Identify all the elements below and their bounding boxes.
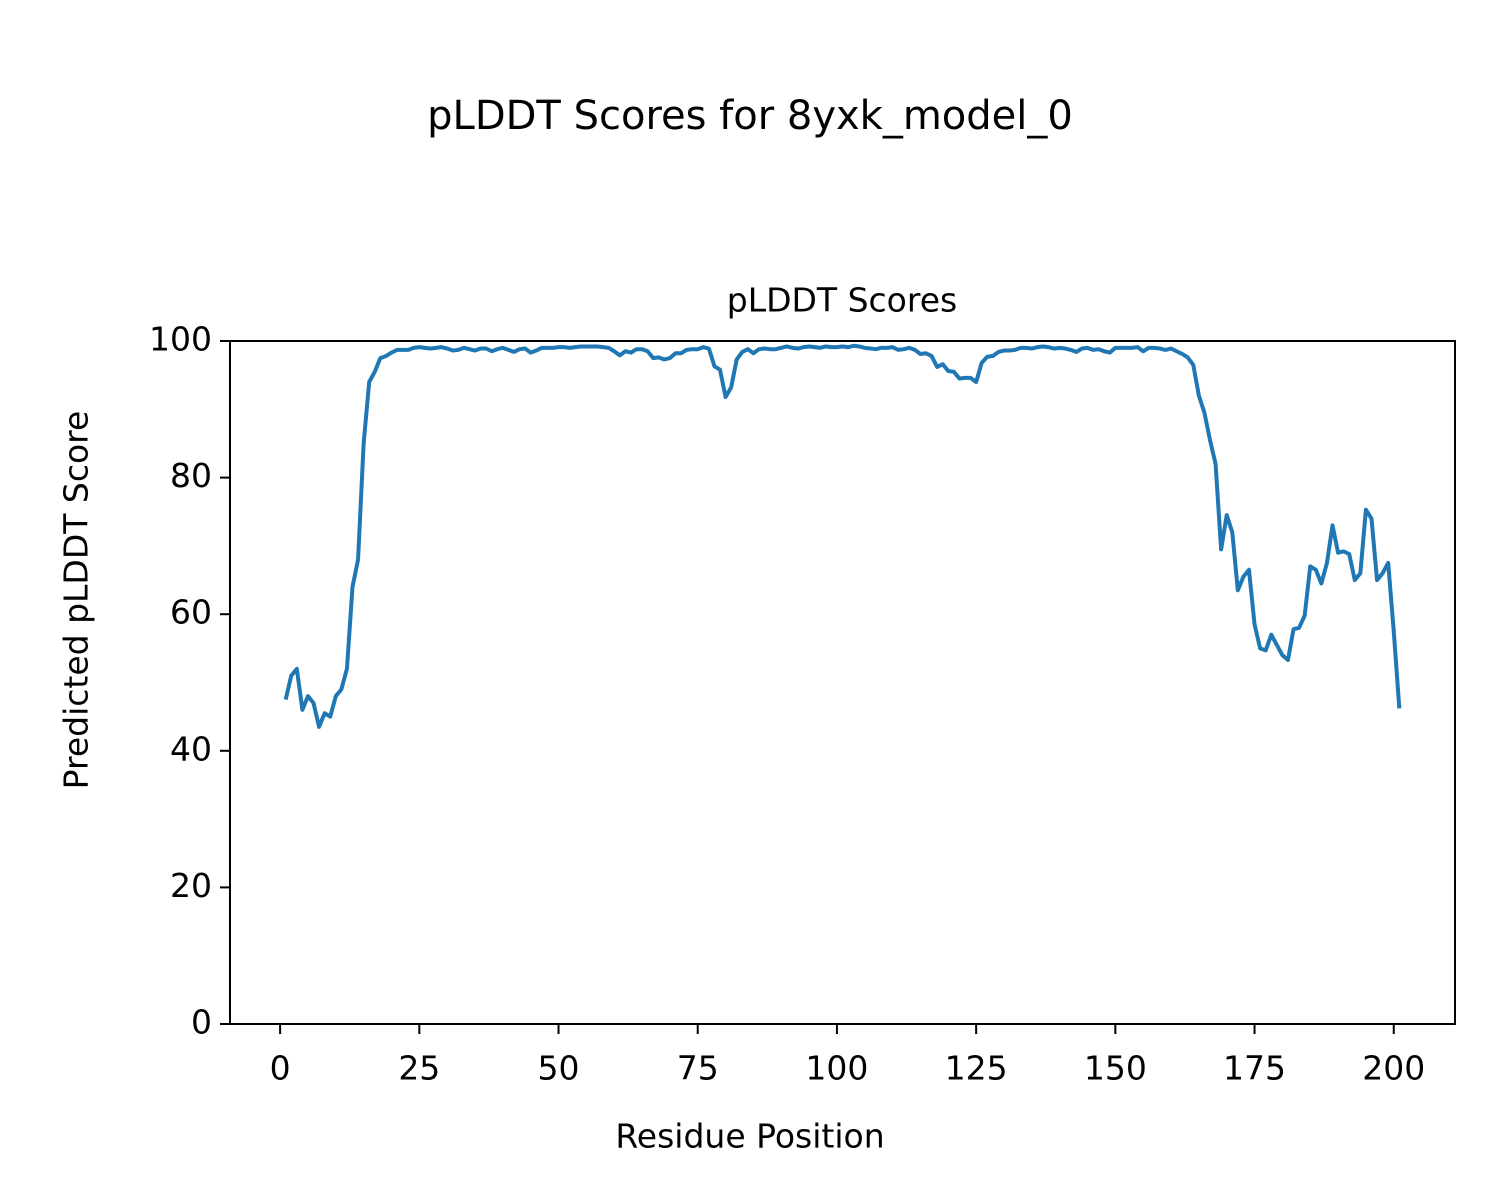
- x-tick-label: 75: [677, 1049, 719, 1088]
- x-tick-label: 175: [1223, 1049, 1286, 1088]
- y-tick-label: 60: [170, 593, 212, 632]
- x-tick-label: 100: [805, 1049, 868, 1088]
- axes-title: pLDDT Scores: [727, 281, 957, 320]
- y-axis-label: Predicted pLDDT Score: [57, 411, 96, 790]
- x-tick-label: 50: [538, 1049, 580, 1088]
- x-tick-label: 0: [270, 1049, 291, 1088]
- y-tick-label: 80: [170, 456, 212, 495]
- axes-frame: [229, 340, 1456, 1025]
- x-tick-label: 150: [1084, 1049, 1147, 1088]
- y-tick-label: 20: [170, 866, 212, 905]
- x-axis-label: Residue Position: [615, 1117, 884, 1156]
- y-tick-label: 100: [149, 320, 212, 359]
- y-tick-label: 40: [170, 729, 212, 768]
- chart-title: pLDDT Scores for 8yxk_model_0: [427, 93, 1073, 139]
- x-tick-label: 125: [945, 1049, 1008, 1088]
- x-tick-label: 25: [398, 1049, 440, 1088]
- line: [283, 343, 1402, 729]
- x-tick-label: 200: [1362, 1049, 1425, 1088]
- y-tick-label: 0: [191, 1003, 212, 1042]
